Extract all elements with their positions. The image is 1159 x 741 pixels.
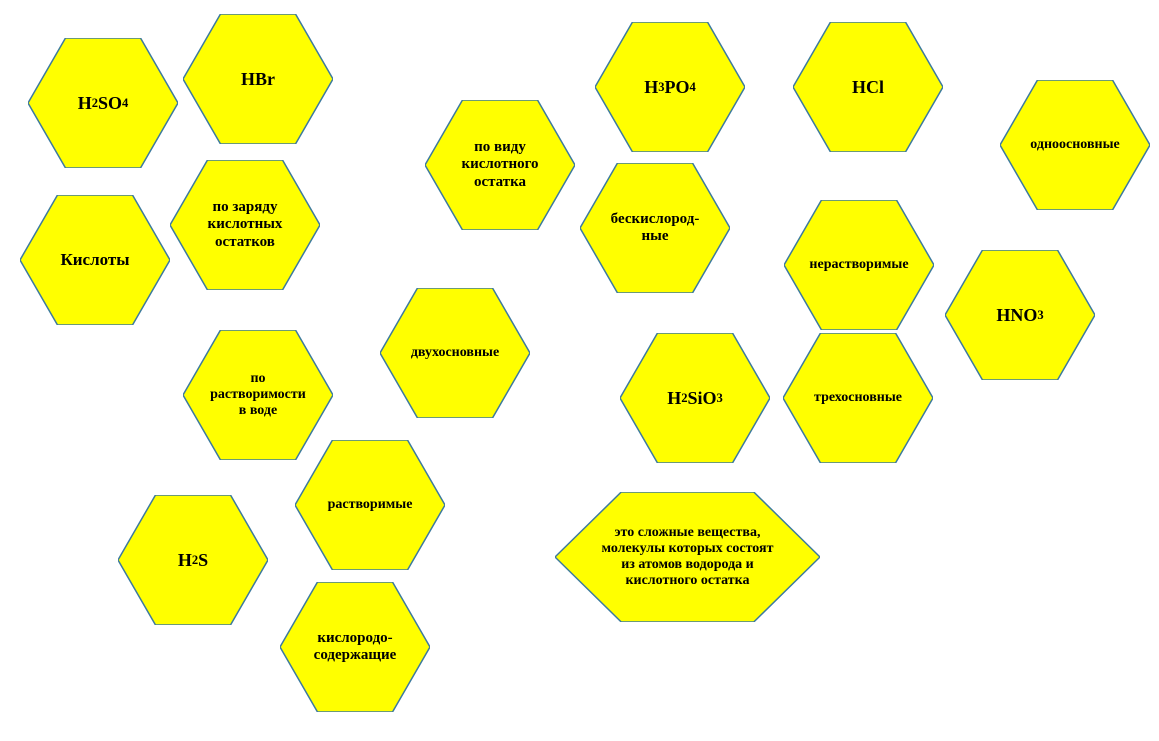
- hex-monobasic: одноосновные: [1000, 80, 1150, 210]
- hex-anoxic: бескислород-ные: [580, 163, 730, 293]
- hex-label-anoxic: бескислород-ные: [580, 163, 730, 293]
- hex-oxygenated: кислородо-содержащие: [280, 582, 430, 712]
- hex-hno3: HNO3: [945, 250, 1095, 380]
- hex-by-charge: по зарядукислотныхостатков: [170, 160, 320, 290]
- hex-label-hbr: HBr: [183, 14, 333, 144]
- hex-h2so4: H2SO4: [28, 38, 178, 168]
- hex-label-hno3: HNO3: [945, 250, 1095, 380]
- hex-label-h3po4: H3PO4: [595, 22, 745, 152]
- hex-definition: это сложные вещества,молекулы которых со…: [555, 492, 820, 622]
- hex-label-oxygenated: кислородо-содержащие: [280, 582, 430, 712]
- hex-label-dibasic: двухосновные: [380, 288, 530, 418]
- hex-label-soluble: растворимые: [295, 440, 445, 570]
- hex-tribasic: трехосновные: [783, 333, 933, 463]
- hex-soluble: растворимые: [295, 440, 445, 570]
- hex-dibasic: двухосновные: [380, 288, 530, 418]
- hex-label-acids: Кислоты: [20, 195, 170, 325]
- hex-label-hcl: HCl: [793, 22, 943, 152]
- diagram-canvas: H2SO4HBr H3PO4 HCl одноосновные по видукисло…: [0, 0, 1159, 741]
- hex-label-tribasic: трехосновные: [783, 333, 933, 463]
- hex-label-by-residue-type: по видукислотногоостатка: [425, 100, 575, 230]
- hex-label-h2sio3: H2SiO3: [620, 333, 770, 463]
- hex-label-insoluble: нерастворимые: [784, 200, 934, 330]
- hex-label-h2so4: H2SO4: [28, 38, 178, 168]
- hex-hcl: HCl: [793, 22, 943, 152]
- hex-acids: Кислоты: [20, 195, 170, 325]
- hex-label-monobasic: одноосновные: [1000, 80, 1150, 210]
- hex-insoluble: нерастворимые: [784, 200, 934, 330]
- hex-label-h2s: H2S: [118, 495, 268, 625]
- hex-by-residue-type: по видукислотногоостатка: [425, 100, 575, 230]
- hex-h2s: H2S: [118, 495, 268, 625]
- hex-h3po4: H3PO4: [595, 22, 745, 152]
- hex-h2sio3: H2SiO3: [620, 333, 770, 463]
- hex-label-by-charge: по зарядукислотныхостатков: [170, 160, 320, 290]
- hex-label-definition: это сложные вещества,молекулы которых со…: [555, 492, 820, 622]
- hex-hbr: HBr: [183, 14, 333, 144]
